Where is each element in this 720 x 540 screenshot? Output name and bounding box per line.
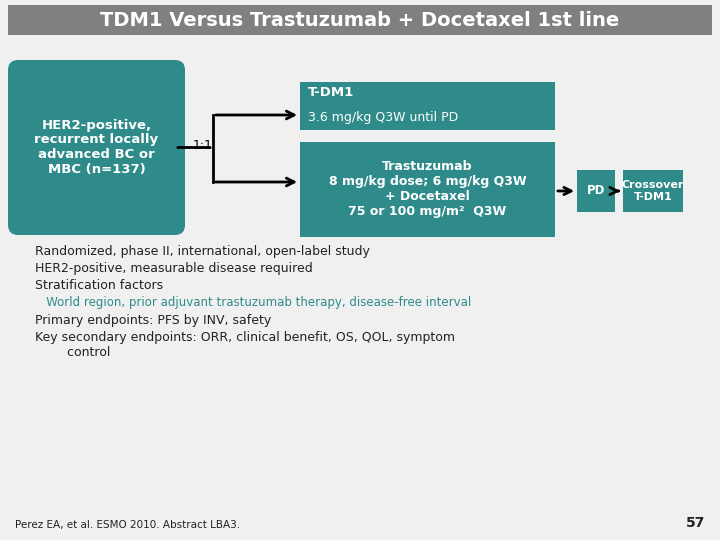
FancyBboxPatch shape — [577, 170, 615, 212]
FancyBboxPatch shape — [300, 82, 555, 130]
Text: control: control — [35, 346, 110, 359]
FancyBboxPatch shape — [8, 5, 712, 35]
Text: Crossover
T-DM1: Crossover T-DM1 — [622, 180, 684, 202]
FancyBboxPatch shape — [623, 170, 683, 212]
Text: Stratification factors: Stratification factors — [35, 279, 163, 292]
Text: HER2-positive,
recurrent locally
advanced BC or
MBC (n=137): HER2-positive, recurrent locally advance… — [35, 118, 158, 177]
Text: World region, prior adjuvant trastuzumab therapy, disease-free interval: World region, prior adjuvant trastuzumab… — [35, 296, 472, 309]
FancyBboxPatch shape — [8, 60, 185, 235]
Text: 57: 57 — [685, 516, 705, 530]
Text: PD: PD — [587, 185, 606, 198]
Text: Trastuzumab
8 mg/kg dose; 6 mg/kg Q3W
+ Docetaxel
75 or 100 mg/m²  Q3W: Trastuzumab 8 mg/kg dose; 6 mg/kg Q3W + … — [329, 160, 526, 219]
Text: Primary endpoints: PFS by INV, safety: Primary endpoints: PFS by INV, safety — [35, 314, 271, 327]
Text: 1:1: 1:1 — [193, 139, 213, 152]
Text: 3.6 mg/kg Q3W until PD: 3.6 mg/kg Q3W until PD — [308, 111, 458, 125]
Text: Perez EA, et al. ESMO 2010. Abstract LBA3.: Perez EA, et al. ESMO 2010. Abstract LBA… — [15, 520, 240, 530]
Text: HER2-positive, measurable disease required: HER2-positive, measurable disease requir… — [35, 262, 312, 275]
Text: TDM1 Versus Trastuzumab + Docetaxel 1st line: TDM1 Versus Trastuzumab + Docetaxel 1st … — [100, 10, 620, 30]
FancyBboxPatch shape — [300, 142, 555, 237]
Text: Randomized, phase II, international, open-label study: Randomized, phase II, international, ope… — [35, 245, 370, 258]
Text: T-DM1: T-DM1 — [308, 85, 354, 98]
Text: Key secondary endpoints: ORR, clinical benefit, OS, QOL, symptom: Key secondary endpoints: ORR, clinical b… — [35, 331, 455, 344]
